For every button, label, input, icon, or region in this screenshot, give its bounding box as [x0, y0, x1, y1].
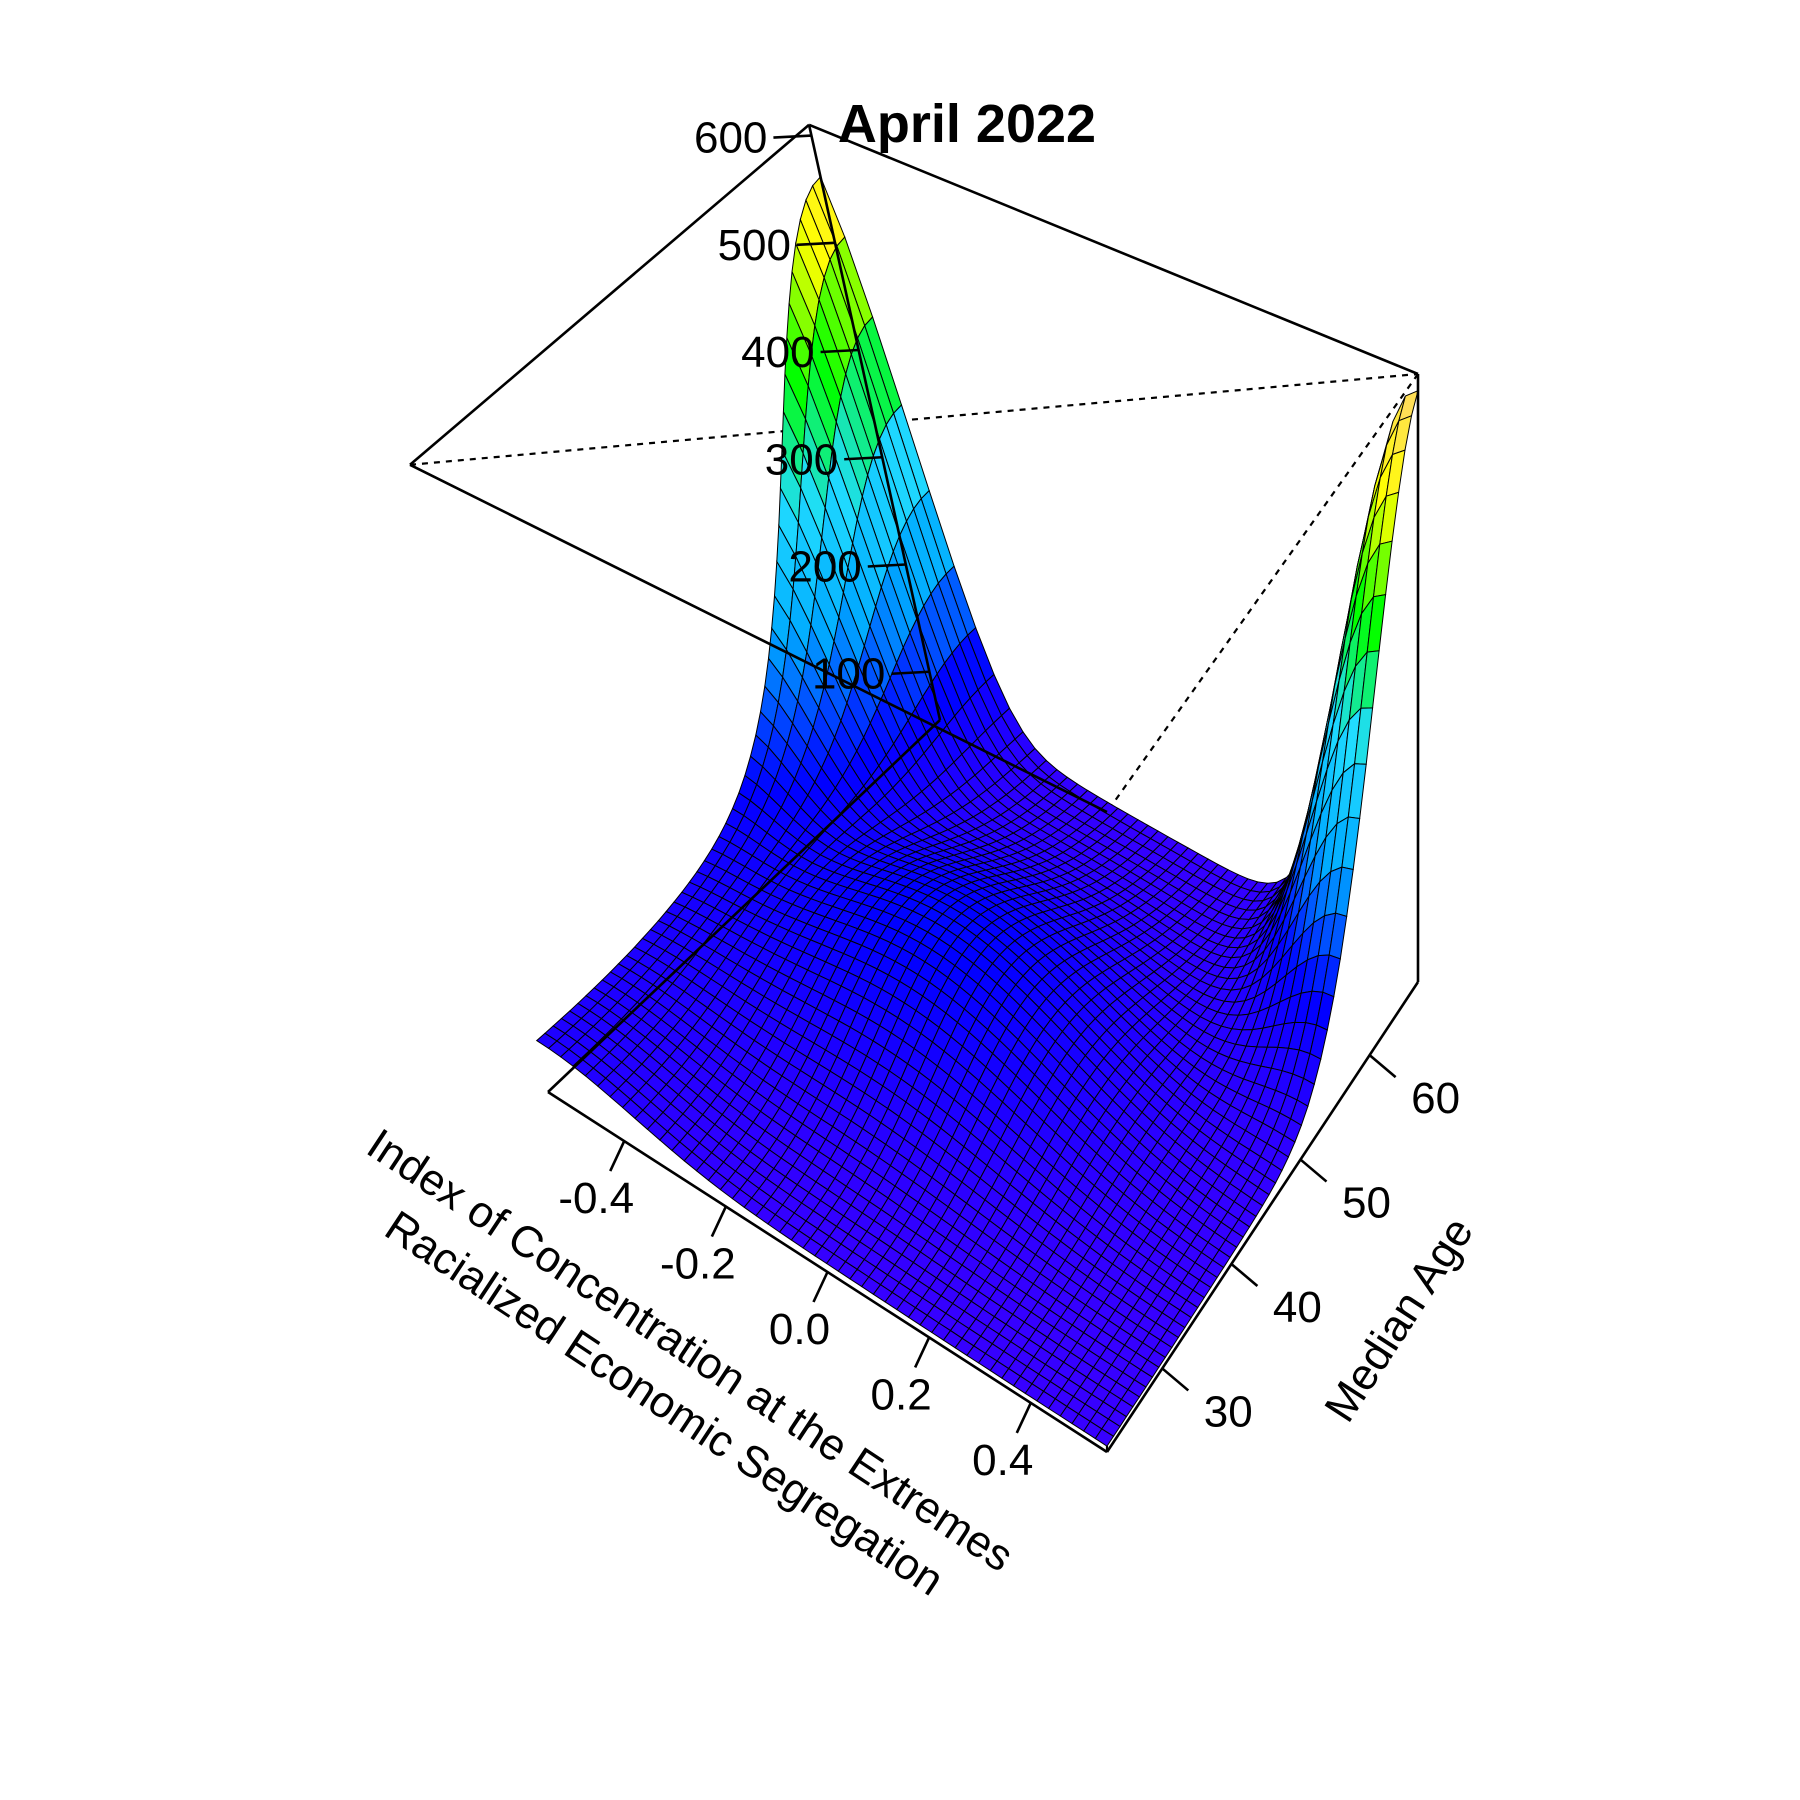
x-axis: -0.4 -0.2 0.0 0.2 0.4: [558, 1140, 1033, 1485]
y-tick: [1299, 1158, 1328, 1183]
z-tick-label: 600: [694, 114, 767, 163]
surface-facet: [1094, 1428, 1115, 1447]
z-tick: [773, 134, 812, 139]
chart-title: April 2022: [838, 94, 1096, 154]
y-tick: [1230, 1263, 1259, 1287]
x-tick: [812, 1271, 829, 1303]
y-axis: 30 40 50 60: [1161, 1054, 1460, 1436]
x-tick-label: 0.2: [871, 1370, 932, 1419]
y-tick-label: 40: [1273, 1283, 1322, 1332]
y-tick-label: 50: [1342, 1179, 1391, 1228]
box-edge: [807, 124, 942, 721]
z-tick: [820, 348, 859, 354]
box-edge: [547, 719, 941, 1093]
y-tick-label: 60: [1411, 1074, 1460, 1123]
box-edge: [808, 123, 1419, 376]
x-tick: [710, 1205, 728, 1238]
y-axis-label: Median Age: [1315, 1209, 1483, 1431]
x-tick-label: -0.4: [558, 1174, 634, 1223]
z-tick: [796, 241, 836, 247]
hidden-edge: [1106, 373, 1419, 813]
z-tick-label: 100: [812, 650, 885, 699]
z-axis: 100 200 300 400 500 600: [694, 114, 930, 699]
x-tick: [609, 1140, 626, 1172]
z-tick: [867, 563, 906, 568]
z-tick-label: 500: [718, 221, 791, 270]
box-edge: [1105, 981, 1420, 1453]
y-tick: [1161, 1367, 1190, 1392]
x-tick-label: -0.2: [660, 1240, 736, 1289]
box-edge: [409, 123, 810, 466]
z-tick: [844, 455, 883, 461]
x-tick-label: 0.0: [769, 1305, 830, 1354]
z-tick-label: 200: [788, 542, 861, 591]
y-tick-label: 30: [1204, 1387, 1253, 1436]
x-tick: [1015, 1402, 1032, 1434]
hidden-edge: [409, 372, 1419, 466]
x-tick: [913, 1336, 931, 1369]
box-edge: [409, 463, 1108, 814]
y-tick: [1368, 1054, 1397, 1079]
z-tick-label: 300: [765, 435, 838, 484]
z-tick-label: 400: [741, 328, 814, 377]
z-tick: [891, 670, 930, 676]
surface-mesh: [535, 175, 1419, 1447]
x-tick-label: 0.4: [972, 1436, 1033, 1485]
